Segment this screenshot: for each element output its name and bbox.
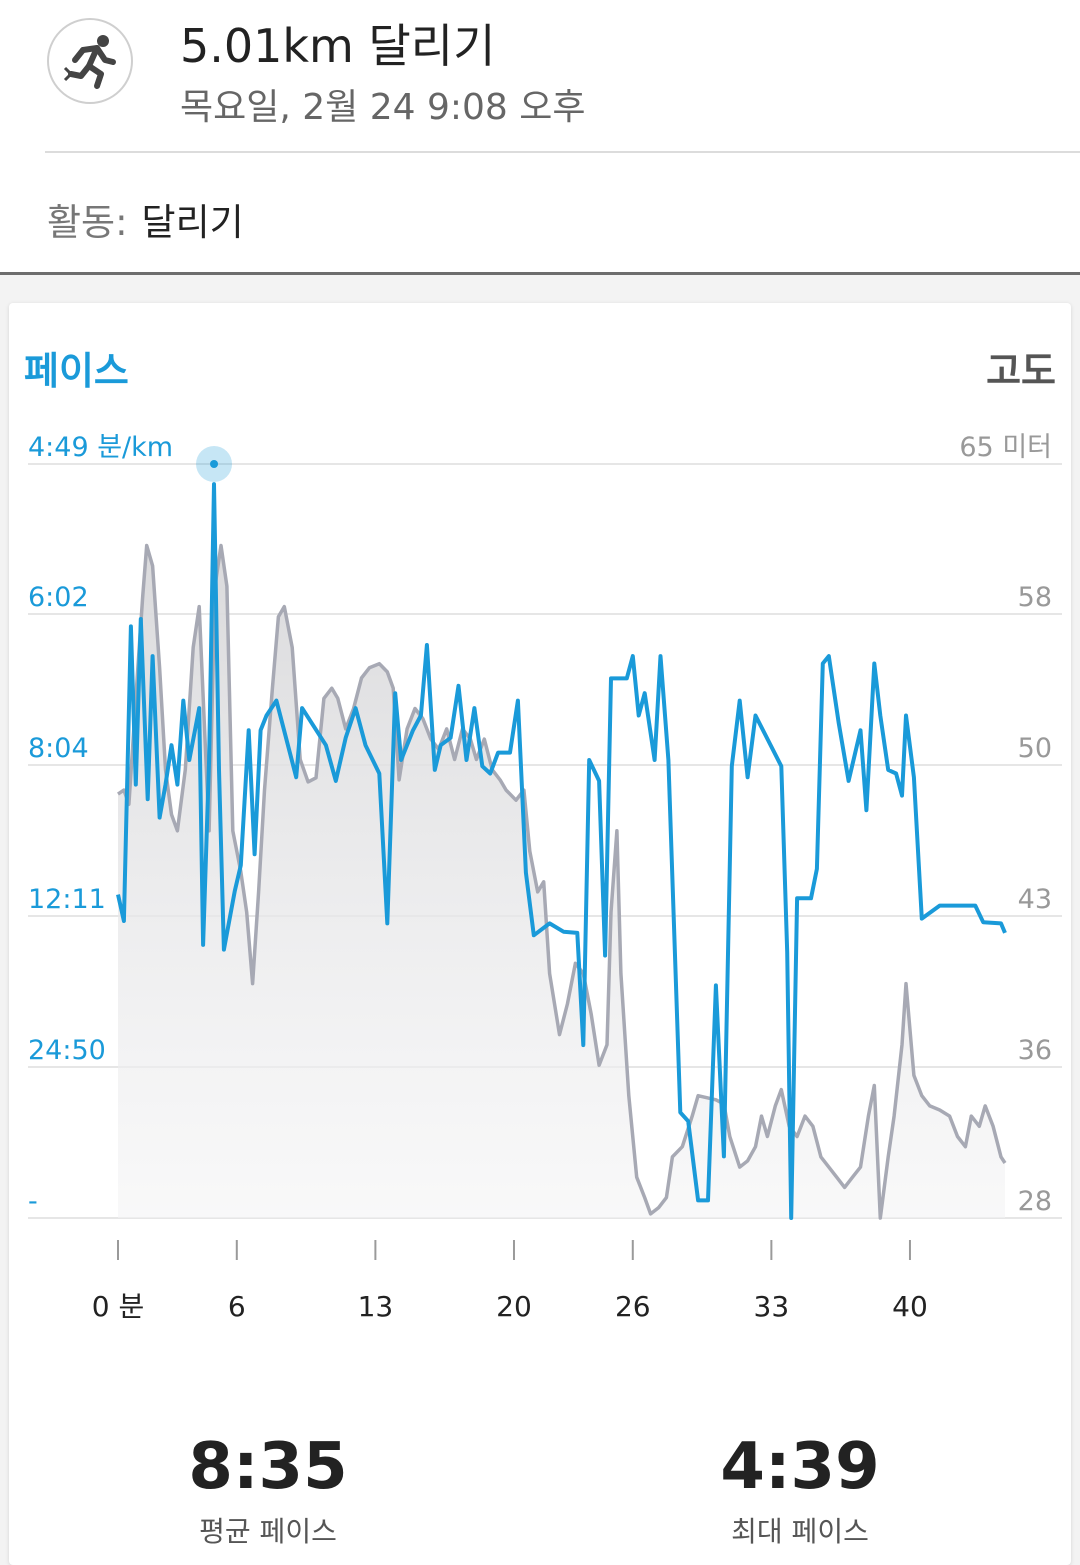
x-axis-tick-label: 13: [358, 1290, 394, 1323]
activity-title: 5.01km 달리기: [180, 19, 496, 73]
altitude-series-line: [117, 543, 1007, 1220]
max-pace-stat: 4:39 최대 페이스: [600, 1430, 1000, 1550]
pace-altitude-chart[interactable]: 4:49 분/km 6:02 8:04 12:11 24:50 - 65 미터 58 50 43…: [0, 420, 1080, 1340]
x-axis-tick-label: 33: [754, 1290, 790, 1323]
x-axis-tick-label: 20: [496, 1290, 532, 1323]
altitude-axis-tick-label: 28: [1018, 1186, 1052, 1217]
max-pace-label: 최대 페이스: [731, 1515, 869, 1548]
altitude-axis-tick-label: 50: [1018, 733, 1052, 764]
activity-datetime: 목요일, 2월 24 9:08 오후: [180, 87, 586, 128]
divider: [0, 272, 1080, 275]
max-pace-marker[interactable]: [210, 460, 219, 468]
altitude-area: [118, 545, 1005, 1218]
pace-axis-tick-label: 24:50: [28, 1035, 106, 1066]
activity-type-row: 활동: 달리기: [47, 192, 244, 246]
max-pace-value: 4:39: [720, 1430, 880, 1504]
altitude-axis-tick-label: 36: [1018, 1035, 1052, 1066]
average-pace-label: 평균 페이스: [199, 1515, 337, 1548]
altitude-axis-tick-label: 58: [1018, 582, 1052, 613]
activity-icon-circle: [47, 18, 133, 104]
average-pace-stat: 8:35 평균 페이스: [68, 1430, 468, 1550]
pace-axis-tick-label: 4:49 분/km: [28, 432, 173, 463]
average-pace-value: 8:35: [188, 1430, 348, 1504]
header: 5.01km 달리기 목요일, 2월 24 9:08 오후 활동: 달리기: [0, 0, 1080, 275]
divider: [45, 151, 1080, 153]
x-axis-tick-label: 40: [892, 1290, 928, 1323]
x-axis-tick-label: 26: [615, 1290, 651, 1323]
pace-axis-tick-label: -: [28, 1186, 38, 1217]
pace-axis-tick-label: 12:11: [28, 884, 106, 915]
activity-type-label: 활동:: [47, 201, 128, 244]
altitude-chart-title: 고도: [986, 349, 1056, 393]
altitude-axis-tick-label: 43: [1018, 884, 1052, 915]
running-person-icon: [63, 35, 116, 89]
pace-axis-tick-label: 8:04: [28, 733, 89, 764]
altitude-axis-tick-label: 65 미터: [959, 432, 1052, 463]
pace-series-line: [116, 482, 1007, 1220]
x-axis-tick-label: 6: [228, 1290, 246, 1323]
pace-chart-title: 페이스: [24, 349, 129, 393]
pace-axis-tick-label: 6:02: [28, 582, 89, 613]
x-axis-tick-label: 0 분: [92, 1290, 144, 1323]
activity-type-value: 달리기: [141, 201, 244, 244]
